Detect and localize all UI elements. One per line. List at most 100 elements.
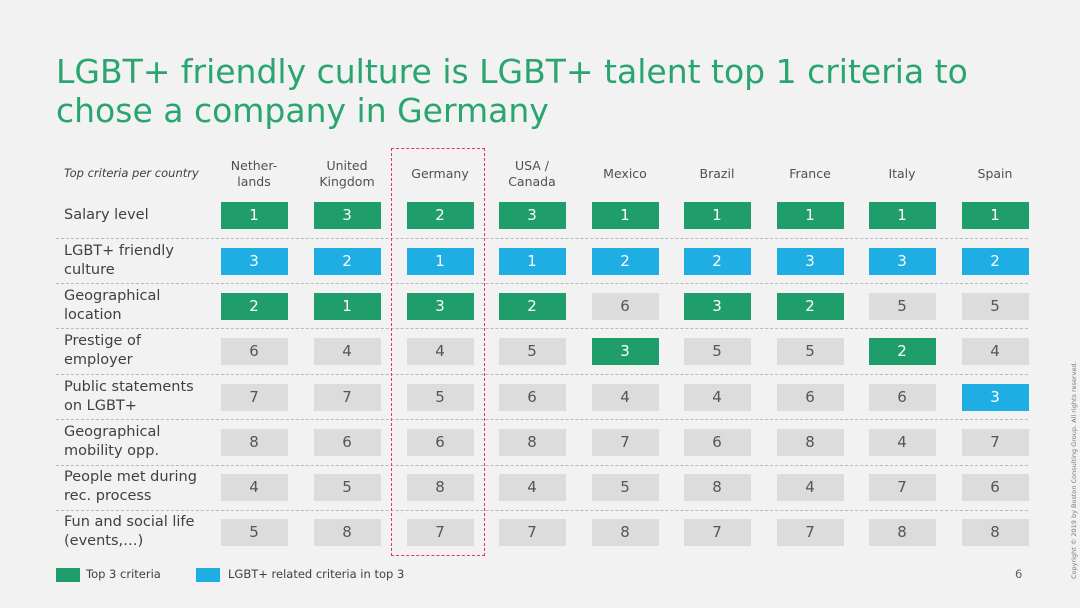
rank-cell: 7 — [313, 383, 381, 411]
column-header: Spain — [977, 166, 1013, 181]
row-divider — [56, 238, 1028, 239]
column-header: United Kingdom — [319, 158, 375, 189]
rank-cell: 8 — [498, 428, 566, 456]
germany-highlight-box — [391, 148, 485, 556]
rank-cell: 3 — [220, 247, 288, 275]
rank-cell: 3 — [498, 201, 566, 229]
rank-cell: 4 — [961, 337, 1029, 365]
rank-cell: 8 — [683, 473, 751, 501]
rank-cell: 7 — [776, 518, 844, 546]
row-label: People met during rec. process — [64, 469, 197, 504]
row-divider — [56, 510, 1028, 511]
rank-cell: 5 — [498, 337, 566, 365]
rank-cell: 6 — [683, 428, 751, 456]
rank-cell: 6 — [313, 428, 381, 456]
column-header: Germany — [411, 166, 469, 181]
row-divider — [56, 283, 1028, 284]
rank-cell: 1 — [961, 201, 1029, 229]
rank-cell: 4 — [683, 383, 751, 411]
column-header: Brazil — [699, 166, 735, 181]
row-divider — [56, 465, 1028, 466]
rank-cell: 4 — [406, 337, 474, 365]
row-divider — [56, 419, 1028, 420]
rank-cell: 2 — [776, 292, 844, 320]
rank-cell: 4 — [313, 337, 381, 365]
rank-cell: 3 — [868, 247, 936, 275]
rank-cell: 6 — [776, 383, 844, 411]
rank-cell: 6 — [868, 383, 936, 411]
copyright-notice: Copyright © 2019 by Boston Consulting Gr… — [1070, 361, 1078, 579]
rank-cell: 2 — [313, 247, 381, 275]
column-header: France — [789, 166, 831, 181]
rank-cell: 4 — [498, 473, 566, 501]
rank-cell: 5 — [961, 292, 1029, 320]
rank-cell: 1 — [220, 201, 288, 229]
rank-cell: 3 — [776, 247, 844, 275]
rank-cell: 4 — [591, 383, 659, 411]
rank-cell: 2 — [683, 247, 751, 275]
rank-cell: 8 — [961, 518, 1029, 546]
rank-cell: 8 — [220, 428, 288, 456]
rank-cell: 8 — [591, 518, 659, 546]
rank-cell: 2 — [591, 247, 659, 275]
legend-label-top3: Top 3 criteria — [86, 567, 161, 581]
row-divider — [56, 328, 1028, 329]
rank-cell: 6 — [591, 292, 659, 320]
rank-cell: 8 — [406, 473, 474, 501]
rank-cell: 8 — [868, 518, 936, 546]
rank-cell: 5 — [406, 383, 474, 411]
rank-cell: 5 — [776, 337, 844, 365]
rank-cell: 4 — [776, 473, 844, 501]
rank-cell: 8 — [776, 428, 844, 456]
table-corner-label: Top criteria per country — [64, 166, 199, 180]
rank-cell: 2 — [220, 292, 288, 320]
rank-cell: 2 — [498, 292, 566, 320]
rank-cell: 6 — [498, 383, 566, 411]
rank-cell: 7 — [498, 518, 566, 546]
row-label: Salary level — [64, 206, 149, 223]
row-divider — [56, 374, 1028, 375]
rank-cell: 2 — [868, 337, 936, 365]
rank-cell: 7 — [406, 518, 474, 546]
rank-cell: 5 — [868, 292, 936, 320]
rank-cell: 3 — [683, 292, 751, 320]
rank-cell: 4 — [220, 473, 288, 501]
row-label: Fun and social life (events,…) — [64, 514, 195, 549]
legend-swatch-lgbt — [196, 568, 220, 582]
rank-cell: 3 — [313, 201, 381, 229]
rank-cell: 6 — [220, 337, 288, 365]
rank-cell: 1 — [868, 201, 936, 229]
rank-cell: 7 — [220, 383, 288, 411]
rank-cell: 1 — [776, 201, 844, 229]
column-header: USA / Canada — [508, 158, 556, 189]
rank-cell: 7 — [961, 428, 1029, 456]
rank-cell: 3 — [406, 292, 474, 320]
rank-cell: 5 — [220, 518, 288, 546]
rank-cell: 5 — [313, 473, 381, 501]
rank-cell: 1 — [313, 292, 381, 320]
rank-cell: 5 — [683, 337, 751, 365]
page-title: LGBT+ friendly culture is LGBT+ talent t… — [56, 52, 968, 130]
rank-cell: 7 — [868, 473, 936, 501]
rank-cell: 7 — [683, 518, 751, 546]
rank-cell: 2 — [961, 247, 1029, 275]
row-label: LGBT+ friendly culture — [64, 243, 174, 278]
column-header: Nether- lands — [230, 158, 278, 189]
rank-cell: 6 — [961, 473, 1029, 501]
column-header: Italy — [888, 166, 916, 181]
column-header: Mexico — [603, 166, 647, 181]
rank-cell: 1 — [683, 201, 751, 229]
rank-cell: 3 — [961, 383, 1029, 411]
legend-swatch-top3 — [56, 568, 80, 582]
row-label: Public statements on LGBT+ — [64, 379, 194, 414]
rank-cell: 1 — [498, 247, 566, 275]
rank-cell: 5 — [591, 473, 659, 501]
row-label: Geographical mobility opp. — [64, 424, 161, 459]
row-label: Prestige of employer — [64, 333, 142, 368]
row-label: Geographical location — [64, 288, 161, 323]
rank-cell: 7 — [591, 428, 659, 456]
rank-cell: 3 — [591, 337, 659, 365]
rank-cell: 1 — [406, 247, 474, 275]
rank-cell: 2 — [406, 201, 474, 229]
rank-cell: 1 — [591, 201, 659, 229]
